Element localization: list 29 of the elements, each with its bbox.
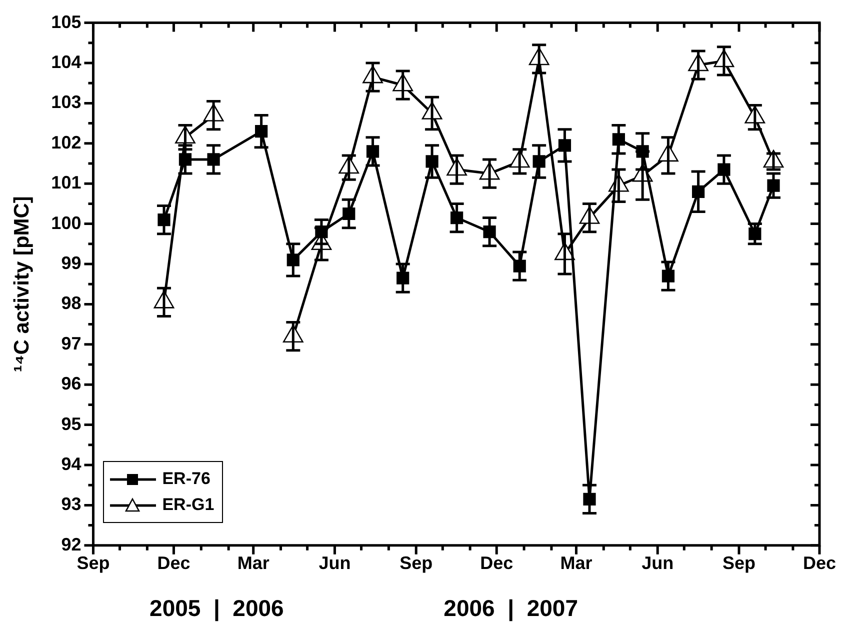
- x-tick-label: Mar: [560, 553, 592, 574]
- y-tick-label: 94: [61, 454, 82, 474]
- x-tick-label: Sep: [722, 553, 756, 574]
- x-tick-label: Sep: [400, 553, 433, 574]
- x-tick-label: Jun: [642, 553, 674, 574]
- text: 2006 | 2007: [444, 595, 578, 622]
- y-tick-label: 102: [51, 132, 82, 152]
- y-tick-label: 97: [61, 333, 82, 354]
- legend-label: ER-G1: [162, 494, 214, 516]
- y-tick-label: 100: [51, 212, 82, 233]
- x-tick-label: Dec: [802, 553, 836, 574]
- y-tick-label: 98: [61, 293, 82, 314]
- y-tick-label: 99: [61, 252, 82, 273]
- y-tick-label: 103: [51, 92, 82, 112]
- x-tick-label: Jun: [318, 553, 351, 574]
- x-tick-label: Dec: [480, 553, 514, 574]
- x-tick-label: Mar: [237, 553, 270, 574]
- x-tick-label: Sep: [76, 553, 110, 574]
- y-tick-label: 104: [51, 52, 82, 72]
- x-tick-label: Dec: [157, 553, 190, 574]
- y-tick-label: 92: [61, 534, 82, 554]
- legend-label: ER-76: [162, 468, 210, 490]
- y-axis-title: ¹⁴C activity [pMC]: [10, 196, 34, 372]
- y-tick-label: 96: [61, 374, 82, 394]
- y-tick-label: 95: [61, 414, 82, 434]
- text: 2005 | 2006: [150, 595, 284, 622]
- y-tick-label: 93: [61, 494, 82, 514]
- y-tick-label: 101: [51, 172, 82, 193]
- y-tick-label: 105: [51, 12, 82, 32]
